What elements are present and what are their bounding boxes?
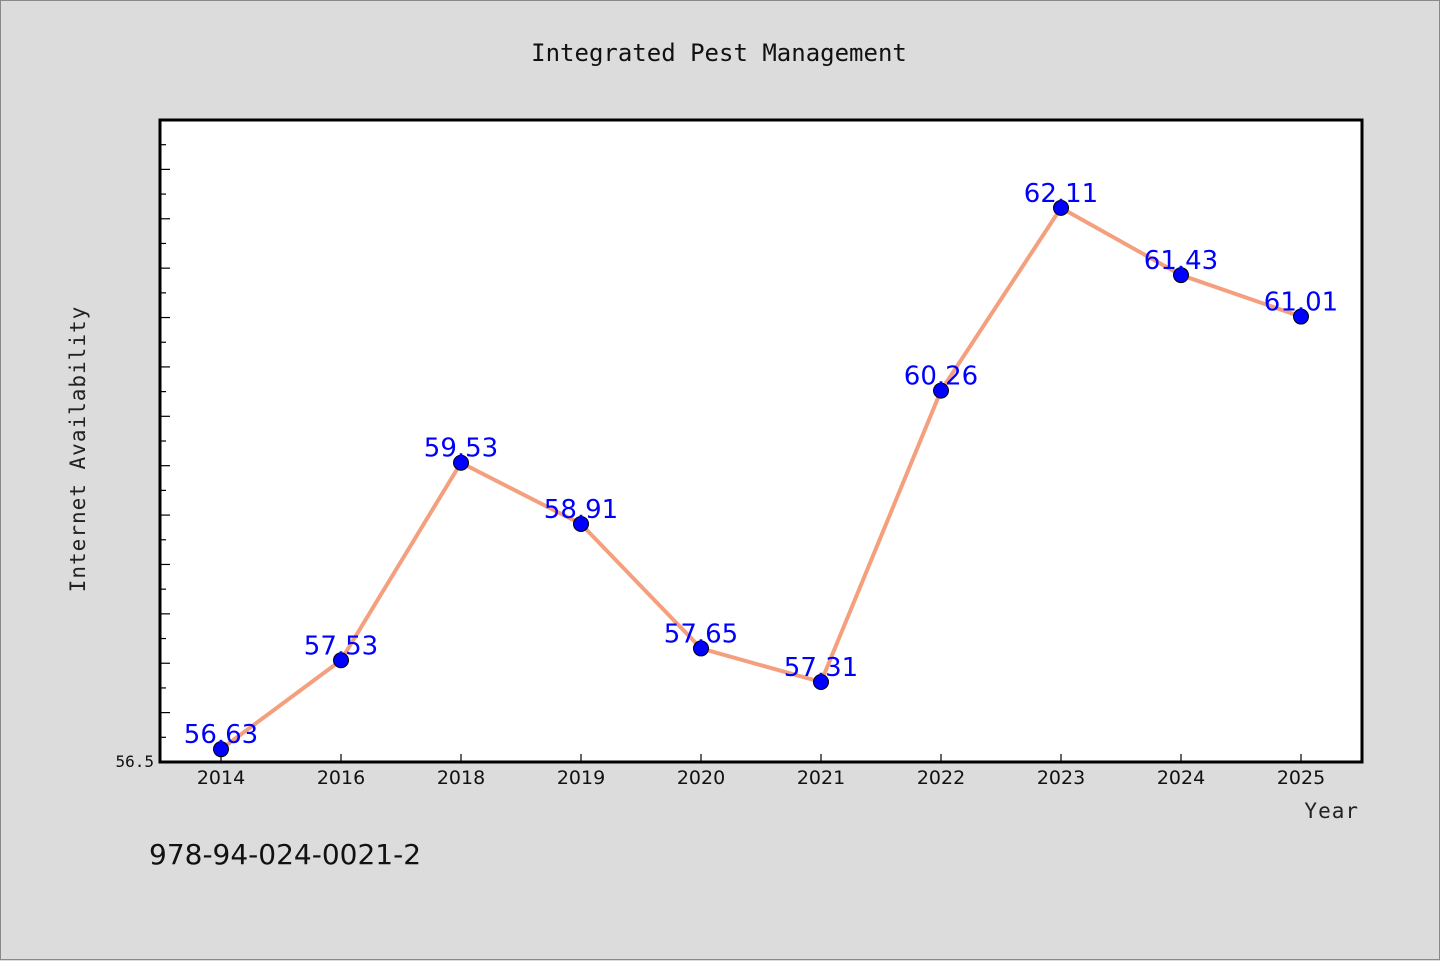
data-label: 62.11 — [1024, 179, 1098, 209]
x-tick-label: 2023 — [1037, 767, 1085, 789]
plot-area — [158, 118, 1364, 764]
y-axis-title: Internet Availability — [66, 306, 90, 593]
x-tick-label: 2024 — [1157, 767, 1205, 789]
data-label: 57.31 — [784, 653, 858, 683]
data-point — [933, 382, 949, 399]
x-tick-label: 2025 — [1277, 767, 1325, 789]
x-tick-label: 2018 — [437, 767, 485, 789]
x-tick-label: 2022 — [917, 767, 965, 789]
data-point — [813, 673, 829, 690]
x-tick-label: 2021 — [797, 767, 845, 789]
data-point — [333, 652, 349, 669]
data-point — [693, 640, 709, 657]
data-label: 60.26 — [904, 362, 978, 392]
x-tick-label: 2016 — [317, 767, 365, 789]
y-axis-min-label: 56.5 — [115, 752, 154, 771]
data-label: 58.91 — [544, 495, 618, 525]
series-line — [219, 205, 1303, 752]
caption-isbn: 978-94-024-0021-2 — [149, 838, 421, 871]
data-point — [1173, 267, 1189, 284]
data-point — [1053, 199, 1069, 216]
x-tick-label: 2014 — [197, 767, 245, 789]
series-line-group — [219, 205, 1303, 752]
chart-title: Integrated Pest Management — [531, 39, 907, 67]
data-label: 61.01 — [1264, 288, 1338, 318]
x-tick-label: 2020 — [677, 767, 725, 789]
x-axis-ticks: 2014 2016 2018 2019 2020 2021 2022 2023 2024 2025 — [197, 754, 1325, 789]
data-point — [573, 515, 589, 532]
data-label: 57.65 — [664, 619, 738, 649]
y-axis-ticks — [160, 144, 170, 738]
data-markers — [213, 199, 1309, 758]
data-label: 57.53 — [304, 631, 378, 661]
data-labels: 56.63 57.53 59.53 58.91 57.65 57.31 60.26 62.11… — [184, 179, 1338, 750]
data-label: 56.63 — [184, 720, 258, 750]
x-axis-title: Year — [1304, 799, 1359, 823]
data-label: 61.43 — [1144, 246, 1218, 276]
data-point — [1293, 308, 1309, 325]
data-label: 59.53 — [424, 434, 498, 464]
x-tick-label: 2019 — [557, 767, 605, 789]
data-point — [453, 454, 469, 471]
data-point — [213, 741, 229, 758]
